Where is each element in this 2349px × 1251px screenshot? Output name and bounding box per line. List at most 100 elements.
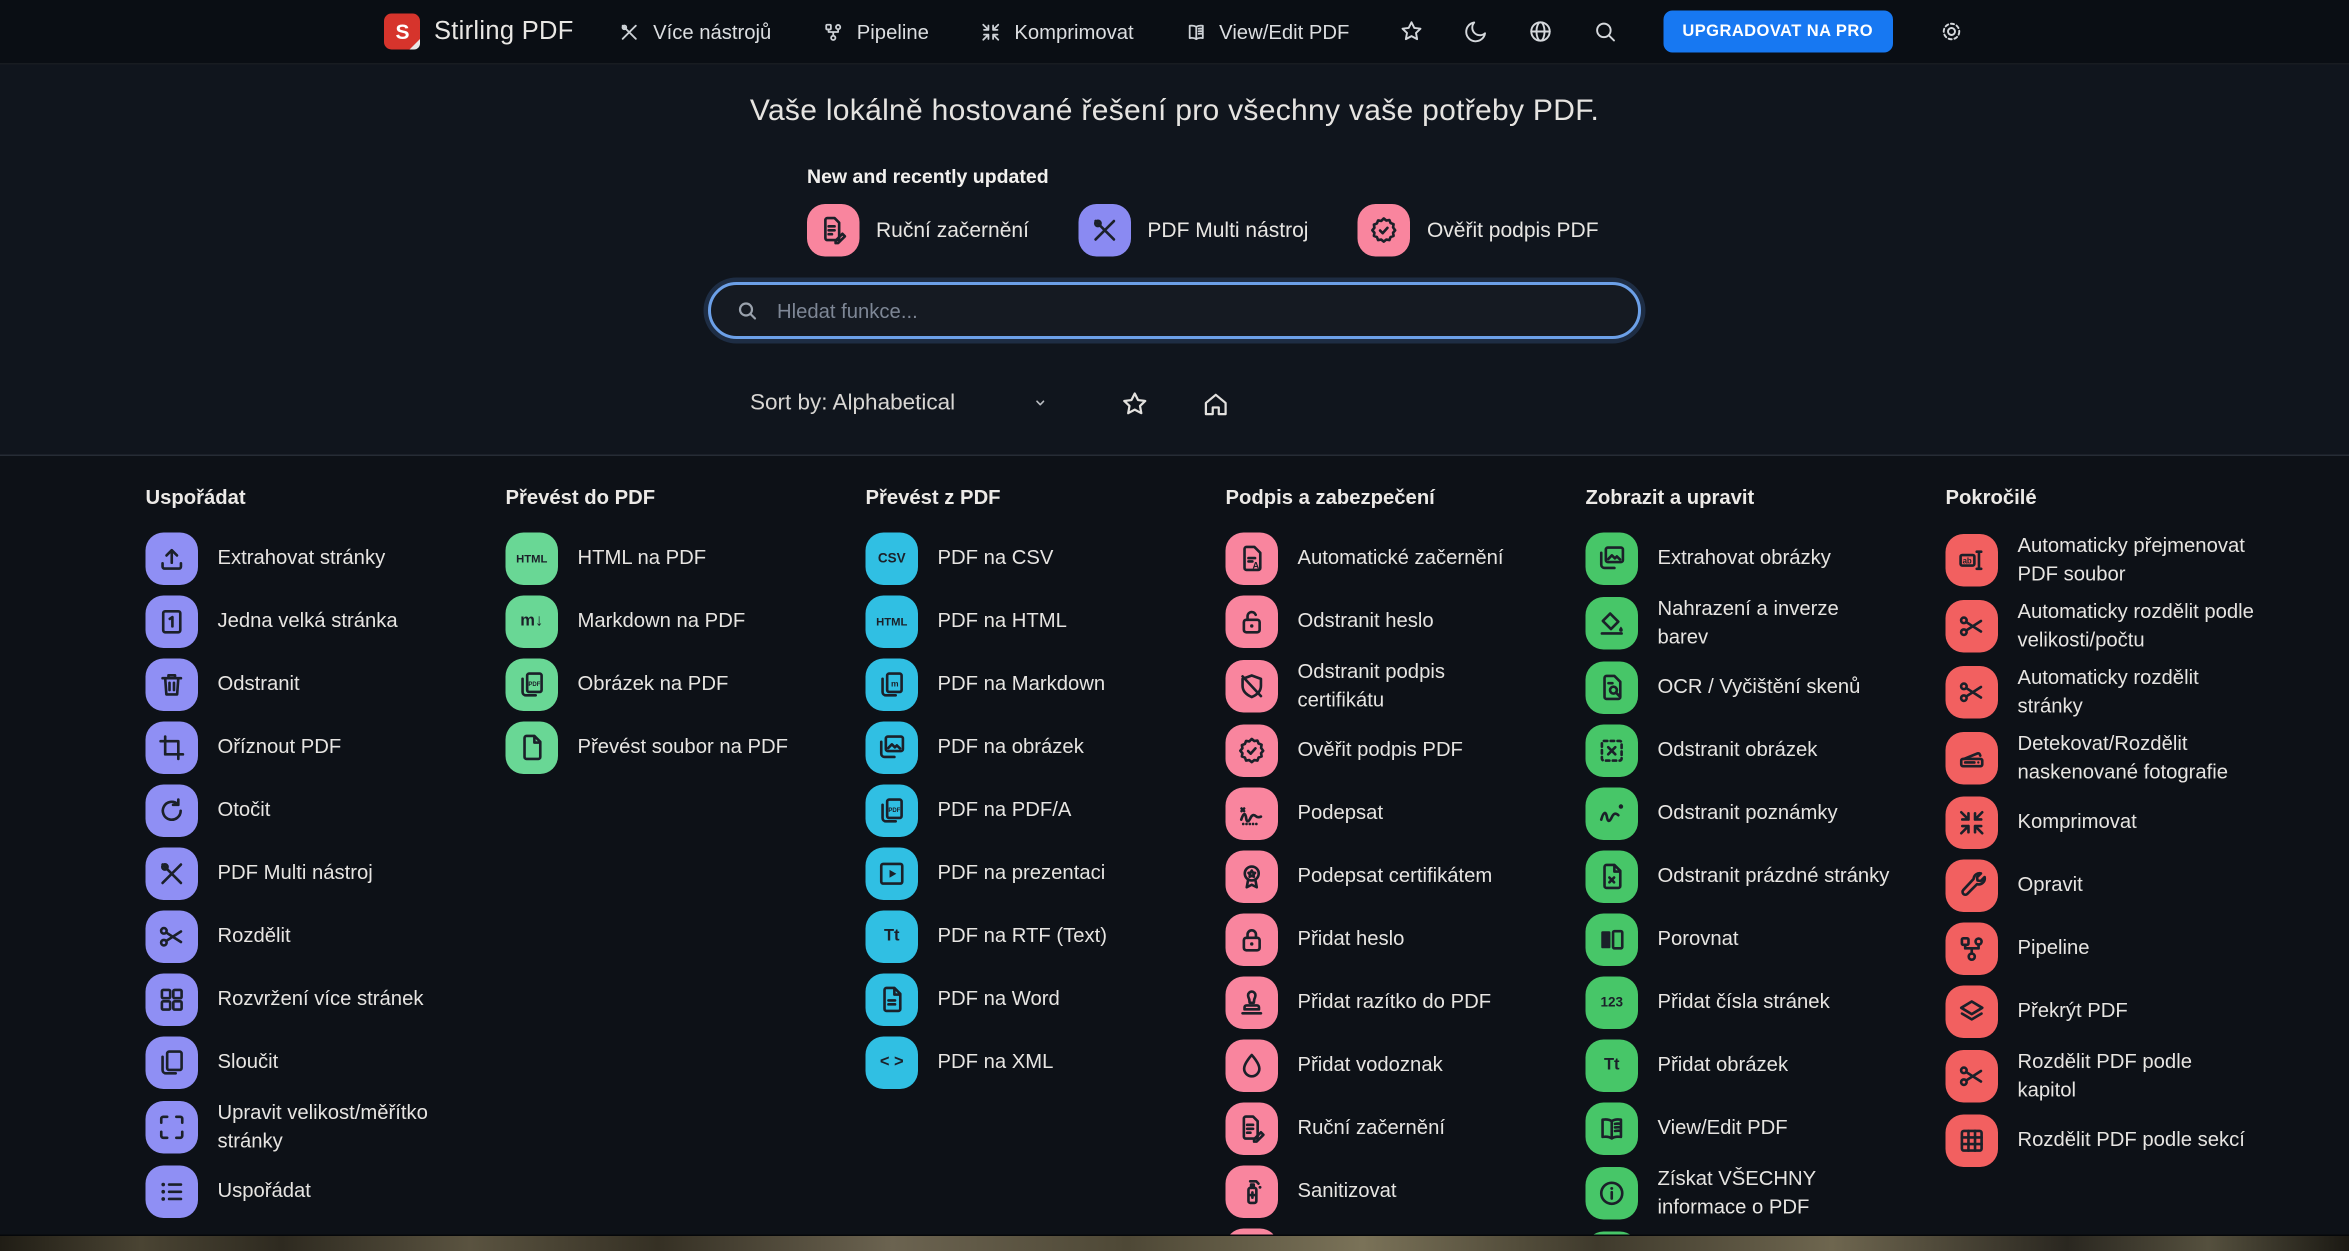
featured-multi-tool[interactable]: PDF Multi nástroj bbox=[1078, 203, 1308, 256]
search-icon[interactable] bbox=[1591, 18, 1618, 45]
tool-column-4: Zobrazit a upravit Extrahovat obrázky Nahr… bbox=[1585, 474, 1895, 1251]
tool-item[interactable]: Sloučit bbox=[145, 1036, 455, 1089]
tool-item[interactable]: Extrahovat obrázky bbox=[1585, 532, 1895, 585]
pdf-pages-icon bbox=[865, 784, 918, 837]
tool-item[interactable]: Rozdělit PDF podle sekcí bbox=[1945, 1114, 2255, 1167]
home-icon[interactable] bbox=[1200, 389, 1227, 416]
tool-item[interactable]: Automatické začernění bbox=[1225, 532, 1535, 585]
tool-item[interactable]: Odstranit bbox=[145, 658, 455, 711]
nav-item-0[interactable]: Více nástrojů bbox=[619, 20, 771, 43]
tool-label: PDF na XML bbox=[937, 1050, 1054, 1073]
tool-item[interactable]: Rozvržení více stránek bbox=[145, 973, 455, 1026]
featured-redact-manual[interactable]: Ruční začernění bbox=[807, 203, 1029, 256]
tool-item[interactable]: PDF na Markdown bbox=[865, 658, 1175, 711]
tool-label: Automatické začernění bbox=[1297, 546, 1504, 569]
tool-item[interactable]: Opravit bbox=[1945, 859, 2255, 912]
scissors-icon bbox=[1945, 1050, 1998, 1103]
tool-item[interactable]: Detekovat/Rozdělit naskenované fotografi… bbox=[1945, 731, 2255, 787]
organize-list-icon bbox=[145, 1165, 198, 1218]
sort-dropdown[interactable]: Sort by: Alphabetical bbox=[750, 389, 1050, 415]
tool-item[interactable]: Přidat heslo bbox=[1225, 913, 1535, 966]
book-icon bbox=[1185, 20, 1208, 43]
tool-item[interactable]: Získat VŠECHNY informace o PDF bbox=[1585, 1166, 1895, 1222]
tool-item[interactable]: Ruční začernění bbox=[1225, 1102, 1535, 1155]
moon-icon[interactable] bbox=[1462, 18, 1489, 45]
tool-item[interactable]: PDF na Word bbox=[865, 973, 1175, 1026]
tool-item[interactable]: Komprimovat bbox=[1945, 796, 2255, 849]
nav-item-3[interactable]: View/Edit PDF bbox=[1185, 20, 1350, 43]
tool-item[interactable]: Uspořádat bbox=[145, 1165, 455, 1218]
tool-item[interactable]: PDF Multi nástroj bbox=[145, 847, 455, 900]
tool-column-3: Podpis a zabezpečení Automatické začerněn… bbox=[1225, 474, 1535, 1251]
sort-row: Sort by: Alphabetical bbox=[726, 384, 1641, 420]
tool-item[interactable]: Otočit bbox=[145, 784, 455, 837]
presentation-icon bbox=[865, 847, 918, 900]
tool-label: Rozdělit PDF podle sekcí bbox=[2017, 1128, 2245, 1151]
tool-item[interactable]: Extrahovat stránky bbox=[145, 532, 455, 585]
globe-icon[interactable] bbox=[1526, 18, 1553, 45]
tool-item[interactable]: Podepsat bbox=[1225, 787, 1535, 840]
merge-icon bbox=[145, 1036, 198, 1089]
tool-item[interactable]: m↓ Markdown na PDF bbox=[505, 595, 815, 648]
page-numbers-icon: 123 bbox=[1585, 976, 1638, 1029]
tool-item[interactable]: Odstranit heslo bbox=[1225, 595, 1535, 648]
tool-item[interactable]: Pipeline bbox=[1945, 922, 2255, 975]
tool-item[interactable]: View/Edit PDF bbox=[1585, 1102, 1895, 1155]
tool-item[interactable]: Sanitizovat bbox=[1225, 1165, 1535, 1218]
nav-item-1[interactable]: Pipeline bbox=[822, 20, 929, 43]
tool-column-5: Pokročilé Automaticky přejmenovat PDF sou… bbox=[1945, 474, 2255, 1167]
tool-item[interactable]: Odstranit prázdné stránky bbox=[1585, 850, 1895, 903]
tool-item[interactable]: Automaticky přejmenovat PDF soubor bbox=[1945, 533, 2255, 589]
tool-item[interactable]: Rozdělit PDF podle kapitol bbox=[1945, 1049, 2255, 1105]
multi-tool-icon bbox=[1078, 203, 1131, 256]
tool-item[interactable]: Nahrazení a inverze barev bbox=[1585, 596, 1895, 652]
tool-item[interactable]: CSV PDF na CSV bbox=[865, 532, 1175, 585]
tool-item[interactable]: Přidat razítko do PDF bbox=[1225, 976, 1535, 1029]
tool-item[interactable]: Odstranit poznámky bbox=[1585, 787, 1895, 840]
tool-item[interactable]: Oříznout PDF bbox=[145, 721, 455, 774]
tool-item[interactable]: Jedna velká stránka bbox=[145, 595, 455, 648]
tool-item[interactable]: Odstranit obrázek bbox=[1585, 724, 1895, 777]
tool-item[interactable]: Automaticky rozdělit podle velikosti/poč… bbox=[1945, 599, 2255, 655]
tool-item[interactable]: < > PDF na XML bbox=[865, 1036, 1175, 1089]
tool-item[interactable]: Obrázek na PDF bbox=[505, 658, 815, 711]
tool-item[interactable]: Odstranit podpis certifikátu bbox=[1225, 659, 1535, 715]
tool-item[interactable]: HTML PDF na HTML bbox=[865, 595, 1175, 648]
brand[interactable]: S Stirling PDF bbox=[384, 13, 573, 50]
tool-item[interactable]: Upravit velikost/měřítko stránky bbox=[145, 1100, 455, 1156]
tool-item[interactable]: HTML HTML na PDF bbox=[505, 532, 815, 585]
search-input[interactable] bbox=[774, 297, 1614, 324]
multi-tool-icon bbox=[145, 847, 198, 900]
tool-item[interactable]: Ověřit podpis PDF bbox=[1225, 724, 1535, 777]
tool-item[interactable]: Tt Přidat obrázek bbox=[1585, 1039, 1895, 1092]
tool-item[interactable]: Překrýt PDF bbox=[1945, 985, 2255, 1038]
upgrade-pro-button[interactable]: UPGRADOVAT NA PRO bbox=[1662, 10, 1893, 53]
tool-item[interactable]: Tt PDF na RTF (Text) bbox=[865, 910, 1175, 963]
tool-item[interactable]: Automaticky rozdělit stránky bbox=[1945, 665, 2255, 721]
star-icon[interactable] bbox=[1397, 18, 1424, 45]
search-bar[interactable] bbox=[708, 282, 1641, 339]
tool-label: Přidat vodoznak bbox=[1297, 1053, 1443, 1076]
tool-item[interactable]: OCR / Vyčištění skenů bbox=[1585, 661, 1895, 714]
tool-item[interactable]: Rozdělit bbox=[145, 910, 455, 963]
nav-item-label: View/Edit PDF bbox=[1219, 20, 1350, 43]
gear-icon[interactable] bbox=[1938, 18, 1965, 45]
tool-item[interactable]: Přidat vodoznak bbox=[1225, 1039, 1535, 1092]
tool-column-2: Převést z PDF CSV PDF na CSV HTML PDF na HTM… bbox=[865, 474, 1175, 1089]
tool-item[interactable]: Podepsat certifikátem bbox=[1225, 850, 1535, 903]
tool-item[interactable]: Porovnat bbox=[1585, 913, 1895, 966]
paint-bucket-icon bbox=[1585, 597, 1638, 650]
lock-icon bbox=[1225, 913, 1278, 966]
tool-item[interactable]: PDF na PDF/A bbox=[865, 784, 1175, 837]
tool-label: Pipeline bbox=[2017, 936, 2090, 959]
favorites-star-icon[interactable] bbox=[1119, 389, 1146, 416]
nav-item-2[interactable]: Komprimovat bbox=[980, 20, 1134, 43]
tool-label: Opravit bbox=[2017, 873, 2083, 896]
tool-item[interactable]: 123 Přidat čísla stránek bbox=[1585, 976, 1895, 1029]
tool-item[interactable]: PDF na obrázek bbox=[865, 721, 1175, 774]
featured-verify-signature[interactable]: Ověřit podpis PDF bbox=[1357, 203, 1599, 256]
tool-label: Získat VŠECHNY informace o PDF bbox=[1657, 1167, 1816, 1218]
lock-open-icon bbox=[1225, 595, 1278, 648]
tool-item[interactable]: PDF na prezentaci bbox=[865, 847, 1175, 900]
tool-item[interactable]: Převést soubor na PDF bbox=[505, 721, 815, 774]
